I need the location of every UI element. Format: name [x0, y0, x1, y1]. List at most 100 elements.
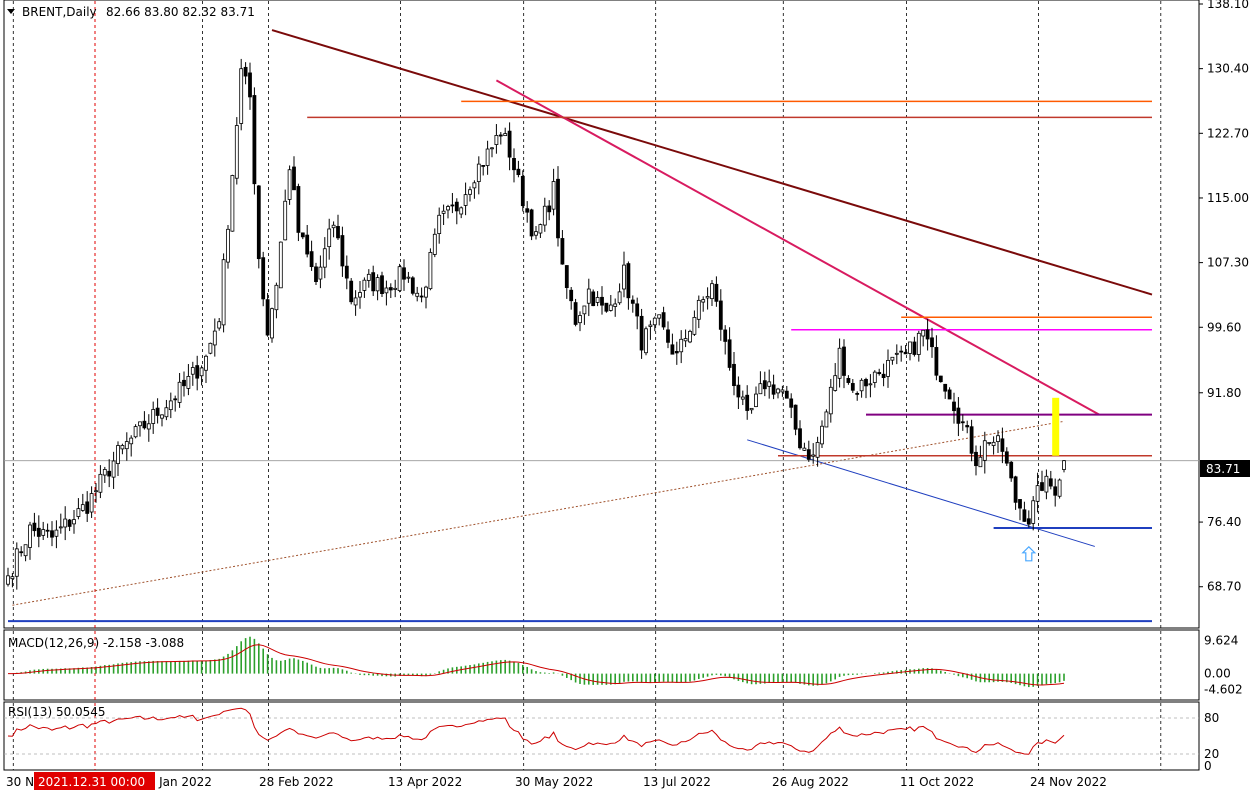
- rsi-line: [7, 707, 1065, 755]
- candle-body: [476, 163, 481, 182]
- candle-body: [239, 68, 244, 124]
- candle-body: [692, 317, 697, 335]
- candle-body: [740, 396, 745, 400]
- candle-body: [754, 393, 758, 408]
- price-tick-label: 122.70: [1207, 126, 1249, 140]
- candle-body: [516, 168, 521, 176]
- candle-body: [956, 407, 961, 424]
- candle-body: [182, 379, 186, 387]
- candle-body: [1035, 485, 1040, 502]
- candle-body: [265, 299, 270, 336]
- candle-body: [987, 442, 992, 444]
- candle-body: [498, 134, 503, 137]
- candle-body: [824, 411, 829, 428]
- candle-body: [771, 384, 776, 395]
- candle-body: [890, 356, 895, 361]
- candle-body: [1009, 461, 1014, 479]
- candle-body: [534, 231, 538, 236]
- candle-body: [630, 299, 635, 304]
- candle-body: [846, 378, 851, 383]
- candle-body: [762, 380, 767, 390]
- candle-body: [305, 234, 310, 255]
- candle-body: [468, 189, 472, 195]
- candle-body: [604, 302, 609, 312]
- candle-body: [991, 441, 996, 446]
- crosshair-date-label: 2021.12.31 00:00: [38, 775, 145, 789]
- axis-labels: 30 Nov 13 Jan 2022 28 Feb 2022 13 Apr 2022 3…: [6, 0, 1249, 789]
- candle-body: [696, 299, 701, 320]
- candle-body: [1040, 482, 1044, 491]
- candle-body: [608, 304, 613, 311]
- rsi-tick-label: 80: [1204, 711, 1219, 725]
- candle-body: [947, 389, 952, 400]
- candle-body: [908, 341, 912, 354]
- candle-body: [32, 522, 37, 532]
- candle-body: [234, 125, 239, 179]
- candle-body: [248, 72, 252, 98]
- candle-body: [683, 338, 688, 342]
- candle-body: [406, 276, 411, 279]
- candle-body: [837, 347, 842, 379]
- candle-body: [705, 296, 710, 299]
- symbol-dropdown-icon[interactable]: [7, 9, 15, 14]
- candle-body: [943, 383, 948, 392]
- candle-body: [208, 342, 213, 354]
- candle-body: [960, 421, 965, 424]
- candle-body: [635, 303, 640, 317]
- candle-body: [789, 398, 794, 408]
- candle-body: [278, 241, 283, 289]
- price-tick-label: 99.60: [1207, 320, 1241, 334]
- candle-body: [982, 440, 987, 461]
- candle-body: [10, 576, 15, 580]
- candle-body: [261, 257, 266, 300]
- x-tick-label: 28 Feb 2022: [259, 775, 334, 789]
- candle-body: [358, 292, 362, 298]
- candle-body: [322, 248, 327, 268]
- candle-body: [855, 392, 860, 395]
- candle-body: [129, 437, 134, 445]
- candle-body: [454, 201, 459, 212]
- price-tick-label: 130.40: [1207, 62, 1249, 76]
- candle-body: [36, 527, 41, 537]
- candle-body: [138, 421, 142, 427]
- candle-body: [573, 302, 578, 325]
- candle-body: [349, 280, 354, 303]
- candle-body: [670, 344, 675, 355]
- candle-body: [85, 501, 90, 514]
- candle-body: [806, 449, 811, 460]
- candle-body: [644, 328, 648, 354]
- candle-body: [89, 493, 94, 513]
- candle-body: [1031, 500, 1036, 524]
- price-tick-label: 115.00: [1207, 191, 1249, 205]
- candle-body: [899, 350, 904, 353]
- candle-body: [393, 287, 398, 290]
- candle-body: [72, 519, 76, 525]
- candle-body: [507, 130, 512, 158]
- candle-body: [230, 175, 235, 232]
- candle-body: [745, 394, 750, 411]
- candle-body: [903, 351, 908, 355]
- candle-body: [969, 426, 974, 454]
- candle-body: [595, 297, 600, 303]
- candle-body: [758, 383, 763, 395]
- candle-body: [111, 460, 116, 478]
- candle-body: [1026, 518, 1031, 525]
- candle-body: [569, 289, 574, 302]
- candle-body: [701, 299, 706, 303]
- current-price-tag: [1200, 460, 1250, 477]
- candle-body: [102, 469, 107, 476]
- candle-body: [868, 383, 873, 386]
- candle-body: [881, 373, 886, 379]
- candle-body: [661, 312, 666, 328]
- candle-body: [996, 435, 1000, 442]
- candle-body: [428, 252, 433, 290]
- candle-body: [639, 315, 644, 351]
- rsi-tick-label: 0: [1204, 759, 1212, 773]
- candle-body: [287, 169, 292, 200]
- candle-body: [204, 355, 208, 371]
- candle-body: [168, 400, 173, 411]
- candle-body: [472, 182, 477, 189]
- candle-body: [930, 337, 934, 348]
- candle-body: [19, 551, 24, 554]
- candle-body: [450, 204, 455, 207]
